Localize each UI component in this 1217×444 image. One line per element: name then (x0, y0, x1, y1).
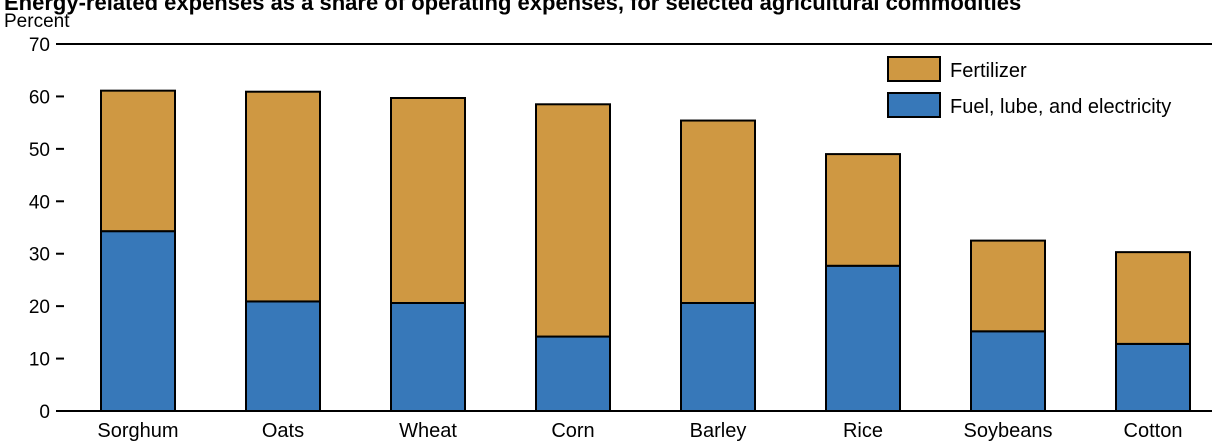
bar-segment-fertilizer-rice (825, 153, 901, 267)
y-axis-label: Percent (4, 11, 70, 32)
legend-swatch-fertilizer (887, 56, 941, 82)
y-tick-label: 60 (29, 87, 50, 108)
bar-segment-fertilizer-wheat (390, 97, 466, 304)
y-tick-label: 70 (29, 35, 50, 56)
bar-segment-fertilizer-soybeans (970, 239, 1046, 333)
y-tick-label: 40 (29, 192, 50, 213)
bar-segment-fertilizer-corn (535, 103, 611, 338)
bar-segment-fuel-oats (245, 300, 321, 412)
bar-segment-fuel-soybeans (970, 330, 1046, 412)
chart-title: Energy-related expenses as a share of op… (4, 0, 1021, 15)
y-tick-label: 50 (29, 140, 50, 161)
bars (100, 89, 1191, 412)
y-tick-label: 30 (29, 245, 50, 266)
legend-label-fuel: Fuel, lube, and electricity (950, 96, 1171, 118)
legend-label-fertilizer: Fertilizer (950, 60, 1027, 82)
y-tick-label: 20 (29, 297, 50, 318)
bar-segment-fuel-sorghum (100, 230, 176, 412)
bar-segment-fertilizer-barley (680, 119, 756, 304)
x-category-label: Barley (690, 420, 747, 442)
legend-swatch-fuel (887, 92, 941, 118)
bar-segment-fuel-wheat (390, 301, 466, 412)
bar-segment-fertilizer-sorghum (100, 89, 176, 233)
x-category-label: Rice (843, 420, 883, 442)
bar-segment-fuel-rice (825, 264, 901, 412)
x-category-label: Cotton (1124, 420, 1183, 442)
x-category-label: Soybeans (964, 420, 1053, 442)
y-tick-label: 0 (39, 402, 50, 423)
bar-segment-fuel-barley (680, 301, 756, 412)
legend: Fertilizer Fuel, lube, and electricity (887, 56, 1171, 118)
y-tick-label: 10 (29, 350, 50, 371)
bar-segment-fertilizer-cotton (1115, 251, 1191, 345)
bar-segment-fuel-cotton (1115, 342, 1191, 412)
x-category-label: Corn (551, 420, 594, 442)
x-category-label: Sorghum (97, 420, 178, 442)
bar-segment-fertilizer-oats (245, 90, 321, 303)
y-axis-ticks: 0 10 20 30 40 50 60 70 (29, 35, 64, 423)
bar-segment-fuel-corn (535, 335, 611, 412)
x-category-label: Oats (262, 420, 304, 442)
x-category-label: Wheat (399, 420, 457, 442)
x-axis-categories: Sorghum Oats Wheat Corn Barley Rice Soybeans Co… (97, 420, 1182, 442)
